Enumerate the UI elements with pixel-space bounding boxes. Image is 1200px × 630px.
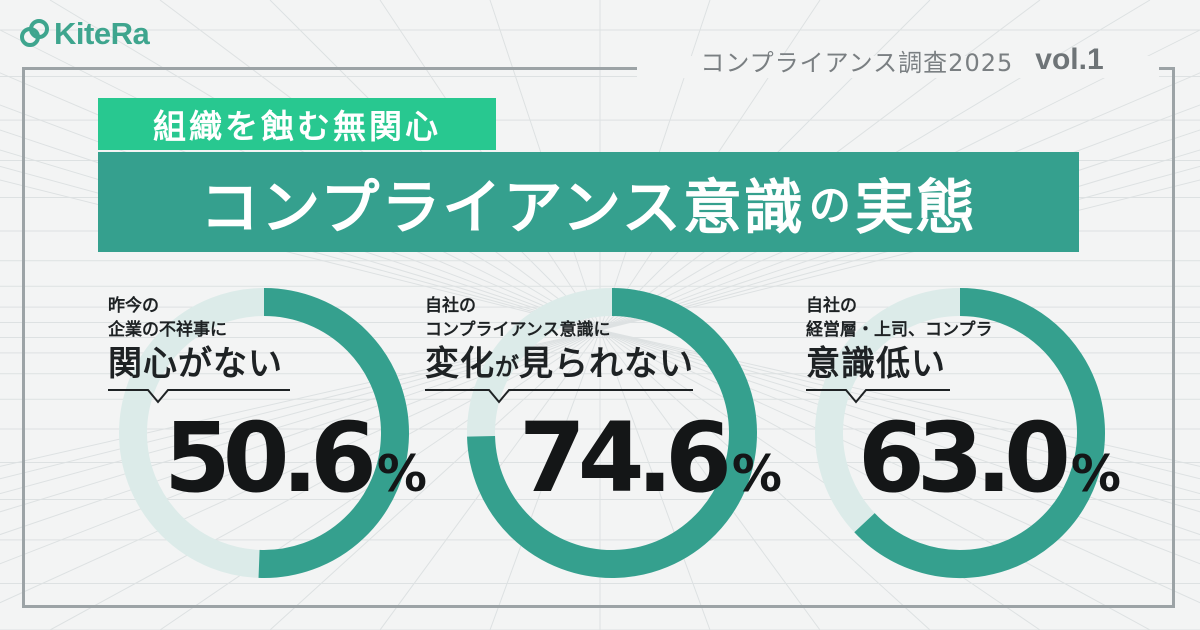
stat-line-2: 経営層・上司、コンプラ [806, 320, 993, 340]
grid-line [599, 179, 1200, 331]
grid-line [0, 149, 601, 331]
stat-value-unit: % [1070, 445, 1121, 503]
kite-icon [20, 19, 49, 47]
stat-headline-particle: が [495, 353, 519, 381]
stat-line-1: 自社の [425, 296, 476, 316]
grid-line [0, 329, 601, 495]
donut-value-arc [258, 288, 409, 578]
grid-line [0, 165, 601, 331]
kitera-logo: KiteRa [18, 14, 150, 54]
stat-card-2: 自社の コンプライアンス意識に 変化が見られない 74.6% [425, 294, 782, 594]
subtitle-banner: 組織を蝕む無関心 [98, 98, 496, 150]
stat-card-1: 昨今の 企業の不祥事に 関心がない 50.6% [108, 294, 427, 594]
grid-line [599, 329, 821, 630]
donut-value-arc [854, 288, 1105, 578]
stat-line-2: 企業の不祥事に [108, 320, 227, 340]
donut-value-arc [467, 288, 757, 578]
stat-value-unit: % [376, 445, 427, 503]
grid-line [599, 329, 1041, 630]
grid-line [269, 329, 601, 630]
stat-value: 74.6% [519, 408, 782, 524]
callout-pointer [425, 389, 693, 404]
stat-value: 63.0% [858, 408, 1121, 524]
grid-line [0, 179, 601, 331]
grid-line [599, 329, 711, 630]
survey-volume: vol.1 [1035, 43, 1104, 76]
grid-line [0, 329, 601, 536]
content-frame [22, 67, 1175, 608]
frame-gap [637, 56, 1159, 78]
survey-title: コンプライアンス調査2025 vol.1 [652, 40, 1152, 80]
grid-line [599, 329, 931, 630]
callout-pointer [806, 389, 950, 404]
grid-line [0, 329, 601, 565]
stat-value-number: 74.6 [519, 402, 732, 514]
stat-value-number: 50.6 [164, 402, 377, 514]
grid-line [0, 329, 601, 513]
stat-headline-text: 変化 [425, 344, 495, 384]
grid-line [599, 329, 1200, 480]
stat-headline: 関心がない [108, 342, 408, 386]
grid-line [599, 329, 1200, 604]
title-banner: コンプライアンス意識の実態 [98, 152, 1079, 252]
stat-headline: 意識低い [806, 342, 1106, 386]
stat-line-1: 昨今の [108, 296, 159, 316]
title-main-text: コンプライアンス意識 [200, 172, 805, 242]
stat-value: 50.6% [164, 408, 427, 524]
stat-headline-rest: 見られない [519, 344, 694, 384]
stat-value-unit: % [731, 445, 782, 503]
grid-line [599, 329, 1200, 467]
logo-text: KiteRa [54, 16, 150, 51]
stat-card-3: 自社の 経営層・上司、コンプラ 意識低い 63.0% [806, 294, 1121, 594]
title-particle: の [808, 180, 851, 230]
survey-title-text: コンプライアンス調査2025 [700, 48, 1014, 77]
grid-line [49, 329, 601, 630]
grid-line [599, 165, 1200, 331]
stat-line-1: 自社の [806, 296, 857, 316]
stat-value-number: 63.0 [858, 402, 1071, 514]
subtitle-text: 組織を蝕む無関心 [153, 107, 441, 146]
grid-line [599, 329, 1200, 495]
grid-line [489, 329, 601, 630]
title-end-text: 実態 [854, 172, 977, 242]
grid-line [599, 129, 1200, 331]
stat-line-2: コンプライアンス意識に [425, 320, 611, 340]
stat-headline: 変化が見られない [425, 342, 745, 389]
grid-line [599, 149, 1200, 331]
stat-headline-text: 関心がない [108, 344, 283, 384]
callout-pointer [108, 389, 290, 404]
grid-line [599, 329, 1151, 630]
stat-headline-text: 意識低い [806, 344, 946, 384]
